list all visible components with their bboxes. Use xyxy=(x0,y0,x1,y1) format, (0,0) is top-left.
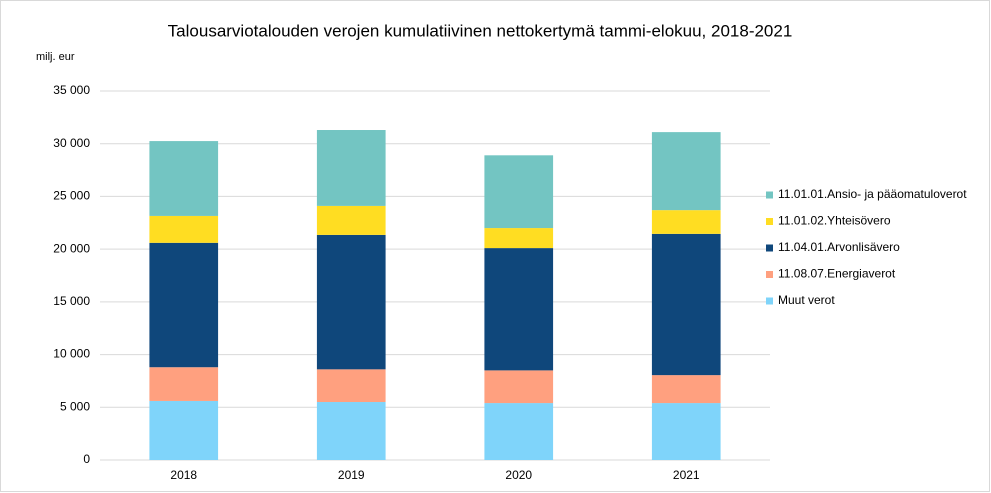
legend-label: 11.01.01.Ansio- ja pääomatuloverot xyxy=(778,187,967,201)
x-tick-label: 2019 xyxy=(338,468,365,482)
legend-swatch xyxy=(766,191,773,199)
bar-segment xyxy=(149,141,219,216)
bar-segment xyxy=(484,155,554,229)
bar-segment xyxy=(651,132,721,211)
bar-segment xyxy=(316,369,386,403)
legend-swatch xyxy=(766,271,773,278)
bar-segment xyxy=(484,228,554,249)
bar-segment xyxy=(316,205,386,235)
legend-label: 11.01.02.Yhteisövero xyxy=(778,214,891,228)
bar-segment xyxy=(484,248,554,371)
legend-label: Muut verot xyxy=(778,293,835,307)
bar-segment xyxy=(651,375,721,404)
bar-segment xyxy=(484,403,554,460)
chart-title: Talousarviotalouden verojen kumulatiivin… xyxy=(168,21,793,40)
x-tick-label: 2020 xyxy=(505,468,532,482)
y-tick-label: 10 000 xyxy=(53,347,90,361)
y-tick-label: 0 xyxy=(83,452,90,466)
bar-segment xyxy=(316,130,386,206)
bar-segment xyxy=(651,403,721,460)
y-tick-label: 20 000 xyxy=(53,241,90,255)
bar-segment xyxy=(316,402,386,460)
y-tick-label: 30 000 xyxy=(53,136,90,150)
y-tick-label: 35 000 xyxy=(53,83,90,97)
bar-segment xyxy=(651,210,721,234)
legend-label: 11.04.01.Arvonlisävero xyxy=(778,240,900,254)
bar-segment xyxy=(651,233,721,376)
x-tick-label: 2018 xyxy=(170,468,197,482)
y-tick-label: 5 000 xyxy=(60,399,90,413)
bar-segment xyxy=(316,234,386,370)
legend-swatch xyxy=(766,297,773,305)
y-axis-title: milj. eur xyxy=(36,51,75,63)
bar-segment xyxy=(149,215,219,243)
legend-swatch xyxy=(766,218,773,225)
y-tick-label: 25 000 xyxy=(53,189,90,203)
legend-swatch xyxy=(766,244,773,252)
bar-segment xyxy=(149,242,219,368)
x-tick-label: 2021 xyxy=(673,468,700,482)
bar-segment xyxy=(149,400,219,460)
y-tick-label: 15 000 xyxy=(53,294,90,308)
bar-segment xyxy=(149,367,219,401)
bar-segment xyxy=(484,370,554,404)
legend-label: 11.08.07.Energiaverot xyxy=(778,267,896,281)
